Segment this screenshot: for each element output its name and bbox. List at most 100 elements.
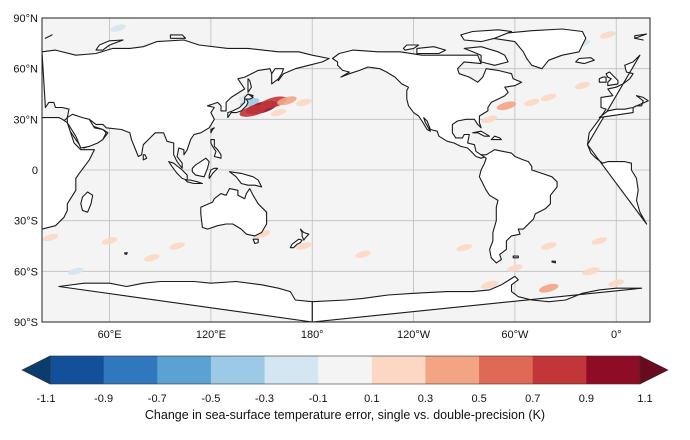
landmass-sri-lanka bbox=[142, 154, 148, 161]
landmass-banks-isl bbox=[402, 44, 420, 51]
landmass-arabia-helper bbox=[66, 113, 107, 149]
anomaly-patch-30 bbox=[608, 279, 624, 287]
colorbar-tick-10: 0.9 bbox=[579, 393, 594, 405]
colorbar-tick-8: 0.5 bbox=[471, 393, 486, 405]
anomaly-patch-26 bbox=[582, 267, 600, 276]
lat-label-5: 60°S bbox=[14, 266, 38, 278]
colorbar-tick-1: -0.9 bbox=[94, 393, 113, 405]
landmass-britain bbox=[605, 71, 619, 87]
anomaly-patch-27 bbox=[144, 254, 160, 262]
colorbar-bin-8 bbox=[479, 356, 534, 384]
colorbar-tick-3: -0.5 bbox=[201, 393, 220, 405]
colorbar-extend-max bbox=[639, 355, 669, 385]
landmass-africa-europe-asia-part-0 bbox=[586, 54, 641, 146]
landmass-south-georgia bbox=[551, 260, 556, 264]
colorbar-tick-labels: -1.1 -0.9 -0.7 -0.5 -0.3 -0.1 0.1 0.3 0.5 0.7 0.9 1… bbox=[37, 393, 653, 405]
anomaly-patch-2 bbox=[239, 104, 267, 117]
lon-label-5: 0° bbox=[611, 329, 622, 341]
lat-label-2: 30°N bbox=[13, 114, 38, 126]
coastlines bbox=[42, 28, 649, 322]
anomaly-patch-28 bbox=[480, 280, 499, 289]
landmass-iceland bbox=[575, 57, 595, 65]
landmass-philippines bbox=[210, 139, 222, 159]
anomaly-patch-25 bbox=[507, 264, 523, 272]
colorbar-bin-0 bbox=[50, 356, 105, 384]
landmass-sulawesi bbox=[208, 167, 219, 179]
landmass-nz-north bbox=[299, 228, 310, 241]
colorbar-tick-5: -0.1 bbox=[309, 393, 328, 405]
lon-label-4: 60°W bbox=[501, 329, 529, 341]
anomaly-patch-16 bbox=[42, 233, 59, 242]
anomaly-patch-13 bbox=[110, 24, 126, 32]
landmass-greenland bbox=[492, 28, 587, 70]
landmass-africa-europe-asia-part-4 bbox=[586, 144, 648, 225]
landmass-baffin bbox=[463, 46, 509, 66]
colorbar-bin-3 bbox=[210, 356, 266, 384]
colorbar-extend-min bbox=[21, 355, 51, 385]
latitude-labels: 90°N 60°N 30°N 0 30°S 60°S 90°S bbox=[13, 13, 38, 329]
lon-label-3: 120°W bbox=[397, 329, 431, 341]
longitude-labels: 60°E 120°E 180° 120°W 60°W 0° bbox=[98, 329, 622, 341]
colorbar-bin-4 bbox=[264, 356, 319, 384]
landmass-novaya-zemlya bbox=[95, 39, 124, 51]
anomaly-patch-17 bbox=[101, 237, 118, 245]
landmass-nz-south bbox=[289, 238, 303, 249]
landmass-severnaya bbox=[169, 34, 187, 39]
anomaly-patch-8 bbox=[496, 101, 517, 111]
landmass-hispaniola bbox=[490, 135, 502, 141]
lon-label-0: 60°E bbox=[98, 329, 122, 341]
landmass-borneo bbox=[191, 157, 210, 178]
anomaly-patch-20 bbox=[296, 242, 312, 250]
map-layers bbox=[42, 18, 650, 322]
landmass-victoria-isl bbox=[416, 46, 447, 55]
anomaly-patch-12 bbox=[481, 115, 498, 123]
anomaly-patch-18 bbox=[169, 242, 185, 250]
lat-label-6: 90°S bbox=[14, 317, 38, 329]
landmass-taiwan bbox=[210, 127, 215, 134]
lon-label-2: 180° bbox=[301, 329, 324, 341]
anomaly-patch-3 bbox=[277, 96, 297, 106]
colorbar-tick-0: -1.1 bbox=[37, 393, 56, 405]
anomaly-patch-29 bbox=[538, 283, 559, 293]
landmass-africa-europe-asia-part-3 bbox=[42, 117, 95, 230]
anomaly-patch-5 bbox=[270, 108, 287, 117]
anomaly-patch-23 bbox=[540, 242, 557, 250]
colorbar-bin-2 bbox=[157, 356, 212, 384]
anomaly-patch-9 bbox=[524, 98, 540, 107]
landmass-antarctica-part-0 bbox=[311, 275, 643, 322]
landmass-kamchatka-helper bbox=[271, 68, 285, 85]
colorbar-bin-5 bbox=[318, 356, 373, 384]
landmass-java bbox=[185, 179, 203, 185]
colorbar-tick-11: 1.1 bbox=[637, 393, 652, 405]
colorbar-tick-9: 0.7 bbox=[525, 393, 540, 405]
landmass-antarctica-part-1 bbox=[58, 280, 313, 322]
anomaly-patch-24 bbox=[591, 237, 608, 245]
landmass-madagascar bbox=[80, 191, 94, 213]
landmass-kerguelen bbox=[124, 252, 128, 255]
landmass-north-america bbox=[331, 49, 523, 159]
anomaly-patch-11 bbox=[574, 81, 591, 90]
anomaly-patch-14 bbox=[600, 31, 616, 39]
colorbar-label: Change in sea-surface temperature error,… bbox=[145, 408, 545, 422]
landmass-japan bbox=[227, 93, 254, 119]
anomaly-patch-4 bbox=[296, 98, 312, 107]
landmass-cuba bbox=[472, 130, 491, 137]
anomaly-patch-21 bbox=[355, 250, 371, 259]
colorbar-outline bbox=[49, 355, 641, 385]
landmass-ireland bbox=[598, 76, 607, 83]
lon-label-1: 120°E bbox=[196, 329, 226, 341]
landmass-svalbard-part-0 bbox=[634, 37, 644, 41]
colorbar-bin-6 bbox=[371, 356, 426, 384]
landmass-ellesmere bbox=[460, 29, 513, 43]
landmass-sakhalin bbox=[247, 78, 252, 93]
landmass-africa-europe-asia-part-2 bbox=[598, 95, 649, 119]
colorbar-tick-4: -0.3 bbox=[255, 393, 274, 405]
lat-label-3: 0 bbox=[32, 165, 38, 177]
colorbar bbox=[21, 355, 669, 385]
lat-label-0: 90°N bbox=[13, 13, 38, 25]
colorbar-bin-7 bbox=[425, 356, 480, 384]
landmass-svalbard-part-1 bbox=[44, 34, 53, 39]
anomaly-patch-31 bbox=[68, 267, 84, 275]
anomaly-patch-1 bbox=[259, 96, 287, 109]
